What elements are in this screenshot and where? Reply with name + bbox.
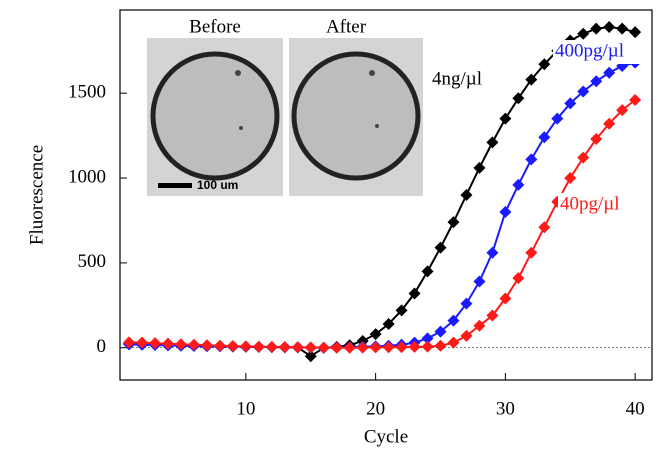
marker <box>383 341 395 353</box>
marker <box>123 336 135 348</box>
marker <box>396 341 408 353</box>
y-tick-label: 500 <box>78 251 107 272</box>
marker <box>422 265 434 277</box>
marker <box>447 337 459 349</box>
marker <box>214 340 226 352</box>
x-tick-label: 20 <box>366 398 385 419</box>
droplet <box>153 54 277 178</box>
y-tick-label: 0 <box>97 336 107 357</box>
x-axis-label: Cycle <box>364 426 408 447</box>
marker <box>422 341 434 353</box>
marker <box>136 337 148 349</box>
x-tick-label: 30 <box>496 398 515 419</box>
inset-label: Before <box>189 16 241 37</box>
marker <box>603 67 615 79</box>
marker <box>253 341 265 353</box>
marker <box>564 172 576 184</box>
marker <box>616 23 628 35</box>
marker <box>538 131 550 143</box>
series-label: 400pg/µl <box>555 40 624 61</box>
x-tick-label: 40 <box>626 398 645 419</box>
marker <box>525 153 537 165</box>
inset: 100 um Before After <box>147 16 423 196</box>
marker <box>318 342 330 354</box>
marker <box>512 272 524 284</box>
marker <box>499 206 511 218</box>
marker <box>629 26 641 38</box>
inset-label: After <box>326 16 367 37</box>
speck <box>239 126 243 130</box>
marker <box>473 162 485 174</box>
droplet <box>294 54 418 178</box>
speck <box>369 70 375 76</box>
y-tick-label: 1000 <box>68 166 106 187</box>
marker <box>538 221 550 233</box>
y-tick-label: 1500 <box>68 82 106 103</box>
marker <box>460 189 472 201</box>
chart: Cycle Fluorescence 100 um Before After 0… <box>0 0 666 448</box>
speck <box>235 70 241 76</box>
marker <box>331 342 343 354</box>
x-tick-label: 10 <box>236 398 255 419</box>
series-label: 40pg/µl <box>560 193 620 214</box>
marker <box>305 341 317 353</box>
marker <box>473 276 485 288</box>
series-label: 4ng/µl <box>432 68 482 89</box>
marker <box>370 341 382 353</box>
marker <box>188 339 200 351</box>
marker <box>447 216 459 228</box>
marker <box>149 337 161 349</box>
marker <box>486 136 498 148</box>
marker <box>486 247 498 259</box>
marker <box>266 341 278 353</box>
marker <box>525 247 537 259</box>
marker <box>175 338 187 350</box>
marker <box>512 179 524 191</box>
marker <box>590 23 602 35</box>
marker <box>603 21 615 33</box>
scale-bar <box>158 183 192 188</box>
speck <box>375 124 379 128</box>
marker <box>434 340 446 352</box>
marker <box>499 113 511 125</box>
marker <box>434 242 446 254</box>
marker <box>279 341 291 353</box>
marker <box>227 340 239 352</box>
marker <box>201 339 213 351</box>
scale-label: 100 um <box>197 178 238 192</box>
marker <box>577 28 589 40</box>
marker <box>240 340 252 352</box>
marker <box>577 152 589 164</box>
marker <box>512 92 524 104</box>
y-axis-label: Fluorescence <box>26 145 47 245</box>
